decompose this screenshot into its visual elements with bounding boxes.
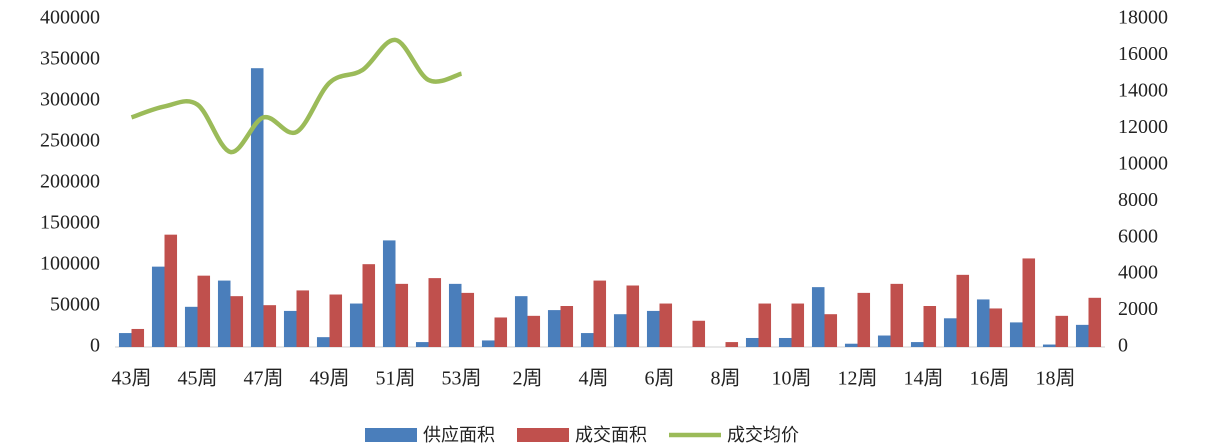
bar: [844, 343, 858, 347]
y-tick-label: 200000: [40, 171, 100, 193]
bar: [613, 314, 627, 347]
bar: [197, 275, 211, 347]
y-tick-label: 300000: [40, 89, 100, 111]
bar: [1075, 324, 1089, 347]
x-tick-label: 53周: [442, 368, 482, 390]
bar: [890, 283, 904, 347]
x-tick-label: 49周: [310, 368, 350, 390]
bar: [481, 340, 495, 347]
bar: [1088, 297, 1102, 347]
legend-label: 成交均价: [727, 425, 799, 446]
line: [130, 37, 463, 155]
legend-label: 成交面积: [575, 425, 647, 446]
x-tick-label: 14周: [904, 368, 944, 390]
x-tick-label: 2周: [513, 368, 543, 390]
bar: [296, 290, 310, 347]
y2-tick-label: 8000: [1118, 189, 1158, 211]
bar: [250, 68, 264, 347]
bar: [725, 342, 739, 347]
bar: [811, 287, 825, 347]
bar: [514, 296, 528, 347]
bar: [230, 296, 244, 347]
bar: [164, 234, 178, 347]
y2-tick-label: 4000: [1118, 262, 1158, 284]
y-tick-label: 400000: [40, 7, 100, 29]
bar: [217, 280, 231, 347]
y-tick-label: 150000: [40, 212, 100, 234]
bar: [1042, 344, 1056, 347]
bar: [316, 337, 330, 347]
bar: [745, 337, 759, 347]
y2-tick-label: 14000: [1118, 79, 1168, 101]
bar: [184, 306, 198, 347]
bar: [580, 333, 594, 347]
bar: [494, 317, 508, 347]
x-tick-label: 8周: [711, 368, 741, 390]
bar: [131, 328, 145, 347]
x-tick-label: 47周: [244, 368, 284, 390]
bar: [943, 318, 957, 347]
bar: [976, 299, 990, 347]
bar: [448, 283, 462, 347]
y2-tick-label: 6000: [1118, 225, 1158, 247]
bar: [263, 305, 277, 347]
y-tick-label: 250000: [40, 130, 100, 152]
bar: [527, 315, 541, 347]
x-tick-label: 10周: [772, 368, 812, 390]
y-tick-label: 50000: [50, 294, 100, 316]
x-tick-label: 43周: [112, 368, 152, 390]
bar: [362, 264, 376, 347]
bar: [395, 283, 409, 347]
bar: [824, 314, 838, 347]
bar: [626, 285, 640, 347]
y2-tick-label: 18000: [1118, 7, 1168, 29]
bar: [857, 292, 871, 347]
legend-label: 供应面积: [423, 425, 495, 446]
bar: [646, 310, 660, 347]
bar: [547, 310, 561, 347]
y-tick-label: 100000: [40, 253, 100, 275]
bar: [461, 292, 475, 347]
bar: [910, 342, 924, 347]
bar: [593, 280, 607, 347]
y2-tick-label: 2000: [1118, 298, 1158, 320]
x-tick-label: 12周: [838, 368, 878, 390]
bar: [283, 310, 297, 347]
bar: [1055, 315, 1069, 347]
bar: [1022, 258, 1036, 347]
x-tick-label: 6周: [645, 368, 675, 390]
x-tick-label: 4周: [579, 368, 609, 390]
bar: [877, 335, 891, 347]
x-tick-label: 16周: [970, 368, 1010, 390]
y-tick-label: 350000: [40, 48, 100, 70]
bar: [415, 342, 429, 347]
bar: [659, 303, 673, 347]
bar: [382, 240, 396, 347]
y2-tick-label: 12000: [1118, 116, 1168, 138]
bar: [758, 303, 772, 347]
bar: [778, 337, 792, 347]
bar: [1009, 322, 1023, 347]
x-tick-label: 45周: [178, 368, 218, 390]
bar: [349, 303, 363, 347]
bar: [560, 306, 574, 347]
y-tick-label: 0: [90, 335, 100, 357]
bar: [118, 333, 132, 347]
bar: [956, 274, 970, 347]
y2-tick-label: 10000: [1118, 152, 1168, 174]
bar: [692, 320, 706, 347]
bar: [791, 303, 805, 347]
x-tick-label: 18周: [1036, 368, 1076, 390]
y2-tick-label: 0: [1118, 335, 1128, 357]
bar: [428, 278, 442, 347]
bar: [989, 308, 1003, 347]
bar: [329, 294, 343, 347]
bar: [151, 266, 165, 347]
x-tick-label: 51周: [376, 368, 416, 390]
legend-swatch: [365, 428, 417, 442]
legend-swatch: [517, 428, 569, 442]
bar: [923, 306, 937, 347]
y2-tick-label: 16000: [1118, 43, 1168, 65]
